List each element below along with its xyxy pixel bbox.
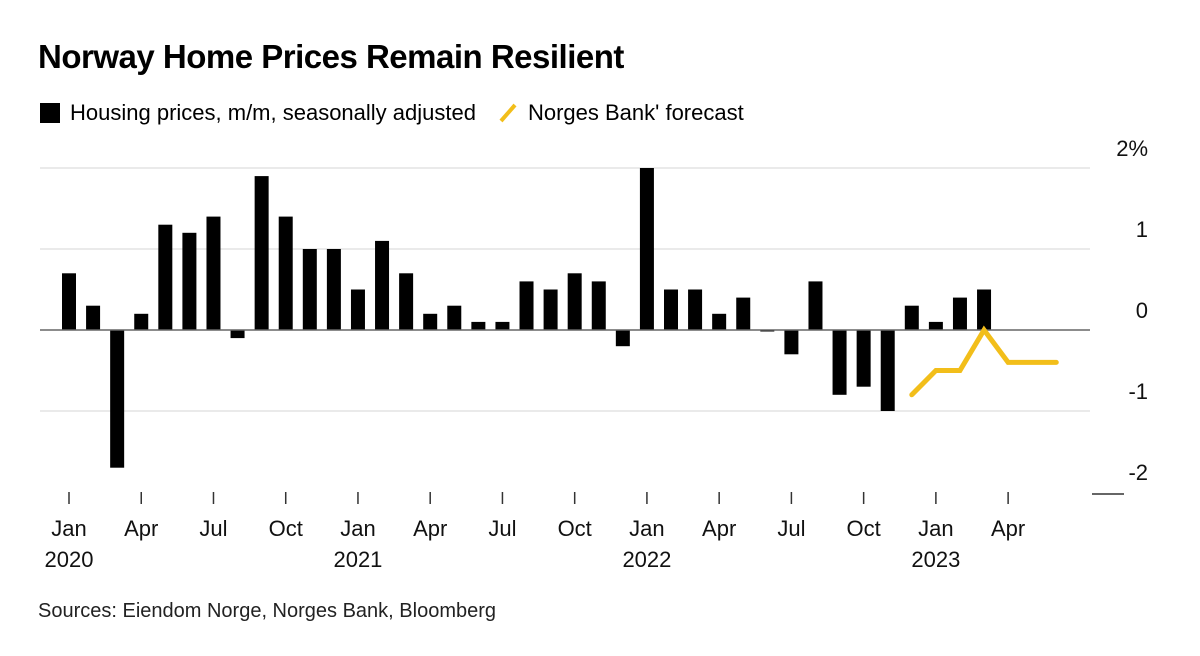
bar: [712, 313, 727, 330]
bar: [254, 176, 269, 330]
source-note: Sources: Eiendom Norge, Norges Bank, Blo…: [38, 600, 497, 622]
bar: [134, 313, 149, 330]
bar: [182, 232, 197, 330]
x-tick-year: 2023: [911, 547, 960, 572]
bar: [832, 330, 847, 395]
bar: [952, 297, 967, 330]
bar: [350, 289, 365, 330]
bar: [326, 249, 341, 330]
bar: [519, 281, 534, 330]
x-tick-label: Apr: [413, 516, 447, 541]
bar: [664, 289, 678, 330]
x-tick-label: Oct: [847, 516, 881, 541]
legend-bar-swatch: [40, 103, 60, 123]
y-tick-label: 2%: [1116, 136, 1148, 161]
bar: [110, 330, 125, 468]
x-tick-label: Jan: [918, 516, 953, 541]
x-tick-year: 2020: [45, 547, 94, 572]
bar: [399, 273, 414, 330]
x-tick-year: 2021: [333, 547, 382, 572]
y-tick-label: 0: [1136, 298, 1148, 323]
x-tick-label: Apr: [124, 516, 158, 541]
x-tick-label: Jan: [629, 516, 664, 541]
legend: Housing prices, m/m, seasonally adjusted…: [40, 100, 744, 126]
bar: [784, 330, 799, 355]
legend-label-housing: Housing prices, m/m, seasonally adjusted: [70, 100, 476, 125]
x-tick-label: Jan: [340, 516, 375, 541]
bar: [447, 305, 462, 330]
bar: [495, 321, 510, 330]
bar: [591, 281, 606, 330]
y-tick-label: 1: [1136, 217, 1148, 242]
bar: [688, 289, 703, 330]
x-tick-label: Jan: [51, 516, 86, 541]
bar: [639, 168, 654, 330]
bar: [856, 330, 871, 387]
x-tick-label: Jul: [777, 516, 805, 541]
bar: [736, 297, 751, 330]
bar: [62, 273, 76, 330]
bar: [86, 305, 101, 330]
x-tick-label: Oct: [558, 516, 592, 541]
bar: [808, 281, 823, 330]
bar: [977, 289, 992, 330]
y-tick-label: -2: [1128, 460, 1148, 485]
bar: [904, 305, 919, 330]
x-tick-label: Jul: [199, 516, 227, 541]
bar: [471, 321, 486, 330]
legend-line-swatch: [499, 103, 517, 123]
bar: [278, 216, 293, 330]
forecast-line: [909, 325, 1059, 398]
bar: [928, 321, 943, 330]
bar: [375, 240, 390, 330]
bar: [615, 330, 630, 347]
chart-title: Norway Home Prices Remain Resilient: [38, 38, 624, 75]
x-tick-label: Oct: [269, 516, 303, 541]
bar: [567, 273, 582, 330]
x-tick-label: Apr: [991, 516, 1025, 541]
x-tick-label: Apr: [702, 516, 736, 541]
y-tick-label: -1: [1128, 379, 1148, 404]
bar: [158, 224, 173, 330]
x-tick-year: 2022: [622, 547, 671, 572]
legend-label-forecast: Norges Bank' forecast: [527, 100, 744, 125]
bar: [880, 330, 895, 411]
bar: [423, 313, 438, 330]
x-tick-label: Jul: [488, 516, 516, 541]
bar: [302, 249, 317, 330]
bar: [206, 216, 221, 330]
bar: [543, 289, 558, 330]
bar: [230, 330, 245, 339]
